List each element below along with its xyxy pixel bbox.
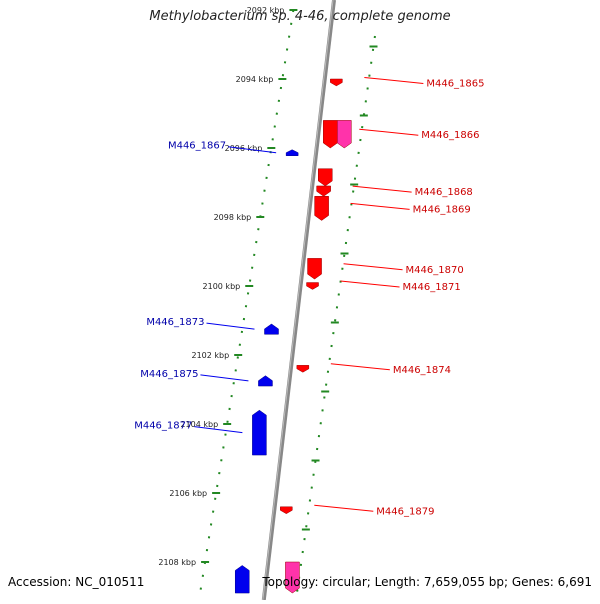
kbp-tick-label: 2100 kbp	[203, 282, 241, 291]
gene-label: M446_1871	[403, 282, 461, 293]
topology-summary: Topology: circular; Length: 7,659,055 bp…	[262, 575, 592, 589]
gene-label-connector	[352, 185, 412, 193]
kbp-tick-label: 2102 kbp	[191, 351, 229, 360]
gene-label: M446_1865	[426, 78, 484, 89]
inner-dotted-track	[198, 9, 295, 601]
gene-label: M446_1867	[168, 141, 226, 152]
gene-unlabeled	[318, 168, 333, 187]
gene-M446_1868	[316, 185, 331, 197]
gene-M446_1877	[252, 409, 267, 456]
kbp-tick-label: 2092 kbp	[247, 6, 285, 15]
genome-backbone	[261, 0, 336, 601]
kbp-tick-label: 2098 kbp	[214, 213, 252, 222]
gene-label: M446_1869	[413, 204, 471, 215]
gene-M446_1865	[330, 78, 343, 87]
kbp-tick-label: 2094 kbp	[236, 75, 274, 84]
kbp-tick-label: 2104 kbp	[180, 420, 218, 429]
gene-unlabeled	[337, 120, 352, 149]
gene-label: M446_1875	[140, 369, 198, 380]
gene-M446_1869	[314, 196, 329, 221]
gene-label-connector	[314, 504, 374, 512]
gene-label-connector	[200, 374, 249, 382]
gene-M446_1871	[306, 282, 319, 290]
gene-unlabeled	[234, 565, 250, 594]
gene-label-connector	[340, 280, 400, 288]
genome-backbone-highlight	[262, 0, 334, 601]
kbp-tick-label: 2108 kbp	[158, 558, 196, 567]
gene-M446_1879	[280, 506, 293, 514]
accession-label: Accession: NC_010511	[8, 575, 145, 589]
gene-label: M446_1873	[146, 317, 204, 328]
gene-label-connector	[343, 263, 403, 271]
gene-M446_1874	[296, 365, 310, 373]
gene-label: M446_1877	[134, 421, 192, 432]
gene-label: M446_1870	[406, 265, 464, 276]
gene-M446_1873	[264, 323, 279, 335]
gene-label-connector	[330, 363, 390, 371]
gene-label: M446_1879	[376, 506, 434, 517]
gene-label-connector	[194, 426, 243, 434]
gene-unlabeled	[285, 561, 300, 594]
gene-label: M446_1868	[415, 187, 473, 198]
gene-label-connector	[228, 146, 277, 154]
map-title: Methylobacterium sp. 4-46, complete geno…	[149, 9, 451, 24]
gene-M446_1866	[323, 120, 338, 149]
gene-label-connector	[359, 128, 419, 136]
gene-label-connector	[206, 322, 255, 330]
gene-label: M446_1866	[421, 130, 479, 141]
gene-M446_1867	[285, 149, 299, 156]
gene-M446_1870	[307, 258, 322, 280]
gene-label-connector	[364, 76, 424, 84]
kbp-tick-label: 2106 kbp	[169, 489, 207, 498]
gene-label-connector	[350, 202, 410, 210]
gene-M446_1875	[258, 375, 273, 387]
gene-label: M446_1874	[393, 365, 451, 376]
